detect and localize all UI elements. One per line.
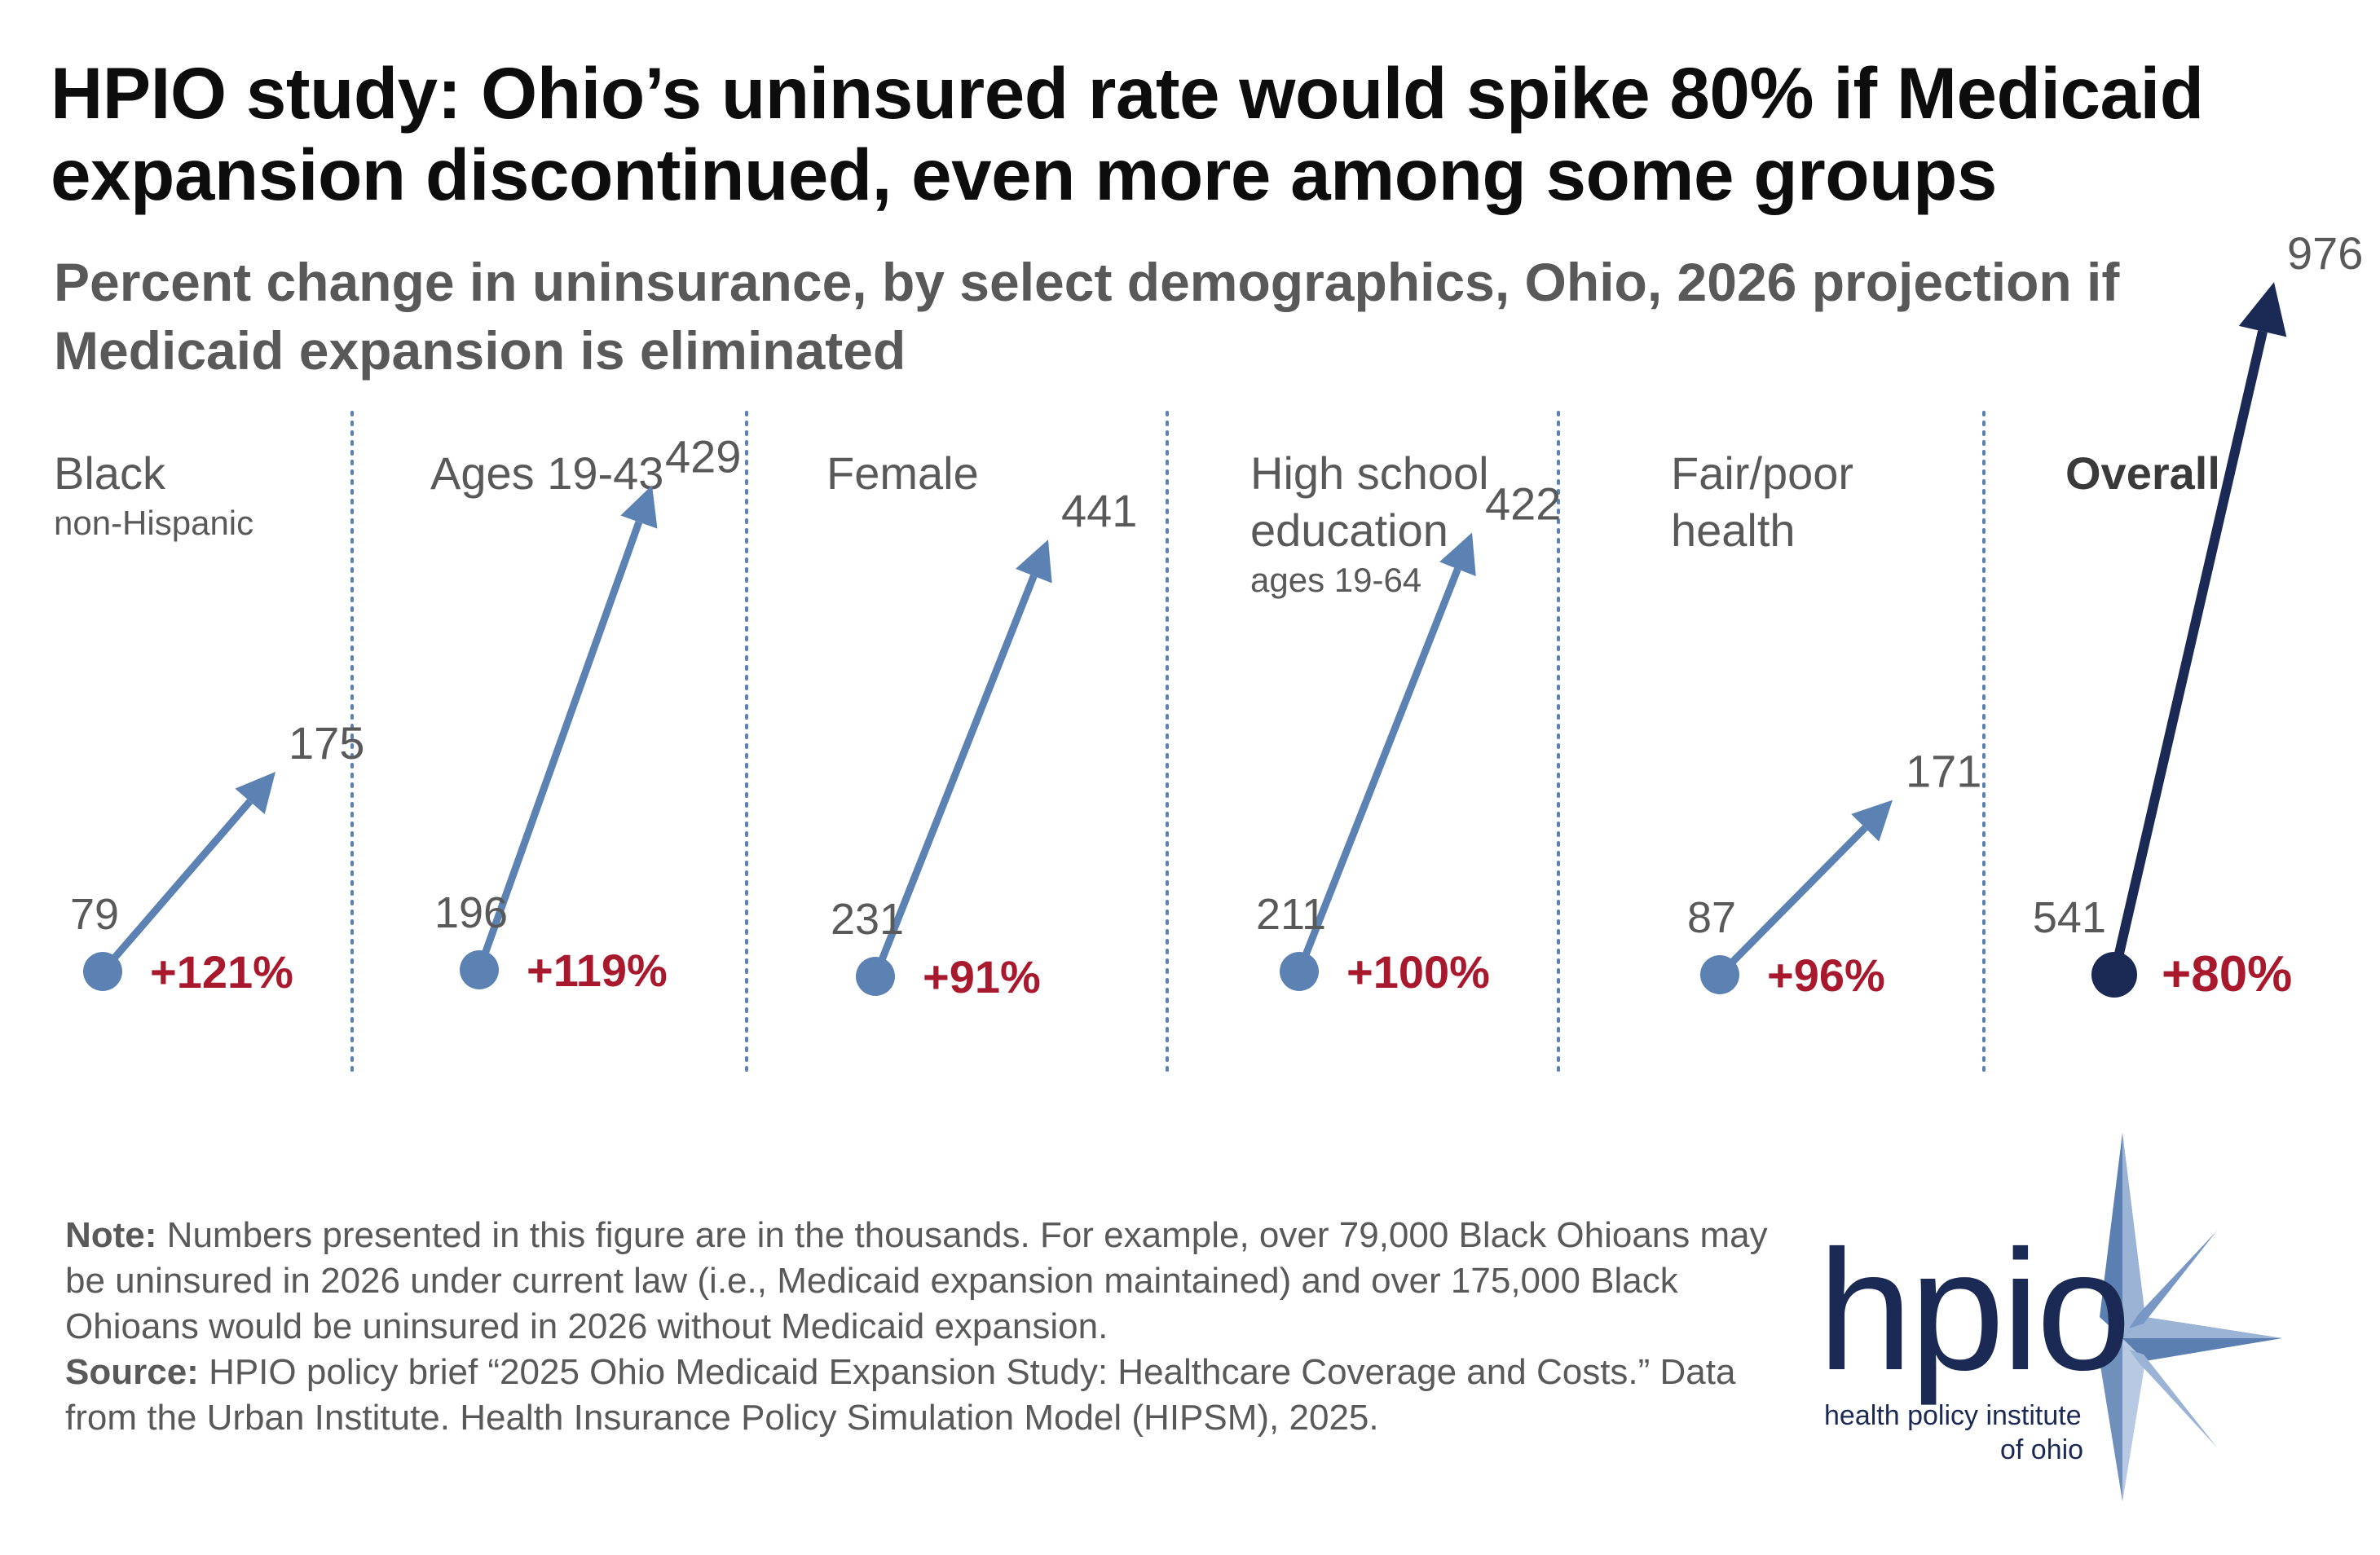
category-label-line2: health [1671, 504, 1796, 556]
category-label-line2: education [1250, 504, 1448, 556]
hpio-logo: hpio health policy institute of ohio [1818, 1133, 2282, 1501]
start-dot [460, 950, 499, 989]
start-value: 79 [70, 890, 119, 939]
percent-change-label: +100% [1346, 946, 1490, 998]
category-label: High school [1250, 447, 1489, 499]
logo-tagline-line1: health policy institute [1824, 1400, 2082, 1431]
category-label: Fair/poor [1671, 447, 1853, 499]
chart-title: HPIO study: Ohio’s uninsured rate would … [51, 52, 2204, 215]
end-value: 175 [289, 717, 364, 769]
slope-arrow-head [1851, 800, 1893, 842]
slope-arrow-line [2109, 330, 2268, 976]
slope-arrow-head [620, 485, 658, 529]
slope-arrow-head [235, 772, 275, 815]
percent-change-label: +80% [2162, 946, 2292, 1002]
slope-arrow-head [1016, 540, 1052, 584]
end-value: 422 [1485, 478, 1561, 530]
category-label: Black [54, 447, 166, 499]
percent-change-label: +121% [150, 946, 293, 998]
slope-arrow-line [1295, 567, 1461, 973]
logo-tagline-line2: of ohio [2000, 1434, 2083, 1465]
percent-change-label: +119% [527, 945, 668, 996]
end-value: 171 [1906, 746, 1981, 797]
compass-star-icon [2100, 1133, 2282, 1501]
start-value: 87 [1687, 893, 1736, 942]
chart-subtitle: Percent change in uninsurance, by select… [54, 252, 2120, 381]
start-value: 196 [434, 888, 508, 937]
start-dot [856, 957, 895, 996]
end-value: 429 [665, 430, 741, 482]
slope-arrow-head [2238, 282, 2287, 337]
category-sublabel: ages 19-64 [1250, 561, 1421, 599]
slope-arrow-line [475, 521, 643, 971]
note-label: Note: [65, 1215, 157, 1255]
category-label: Female [826, 447, 979, 499]
slope-arrow-line [1717, 825, 1868, 978]
end-value: 976 [2287, 227, 2363, 279]
source-text: HPIO policy brief “2025 Ohio Medicaid Ex… [65, 1352, 1736, 1438]
logo-wordmark: hpio [1818, 1214, 2128, 1406]
source-label: Source: [65, 1352, 199, 1392]
start-value: 231 [831, 895, 904, 944]
note-block: Note: Numbers presented in this figure a… [65, 1213, 1777, 1441]
percent-change-label: +91% [923, 951, 1041, 1002]
start-dot [1700, 955, 1739, 994]
note-text: Numbers presented in this figure are in … [65, 1215, 1768, 1346]
start-dot [83, 952, 122, 991]
start-dot [1280, 952, 1319, 991]
category-sublabel: non-Hispanic [54, 504, 253, 542]
start-value: 211 [1256, 890, 1326, 939]
percent-change-label: +96% [1767, 949, 1885, 1001]
slope-arrow-head [1439, 532, 1476, 576]
end-value: 441 [1061, 485, 1137, 536]
start-value: 541 [2033, 893, 2106, 942]
category-label: Overall [2065, 447, 2220, 499]
category-label: Ages 19-43 [430, 447, 663, 499]
start-dot [2091, 952, 2137, 998]
slope-arrow-line [99, 799, 253, 974]
slope-arrow-line [871, 575, 1038, 978]
